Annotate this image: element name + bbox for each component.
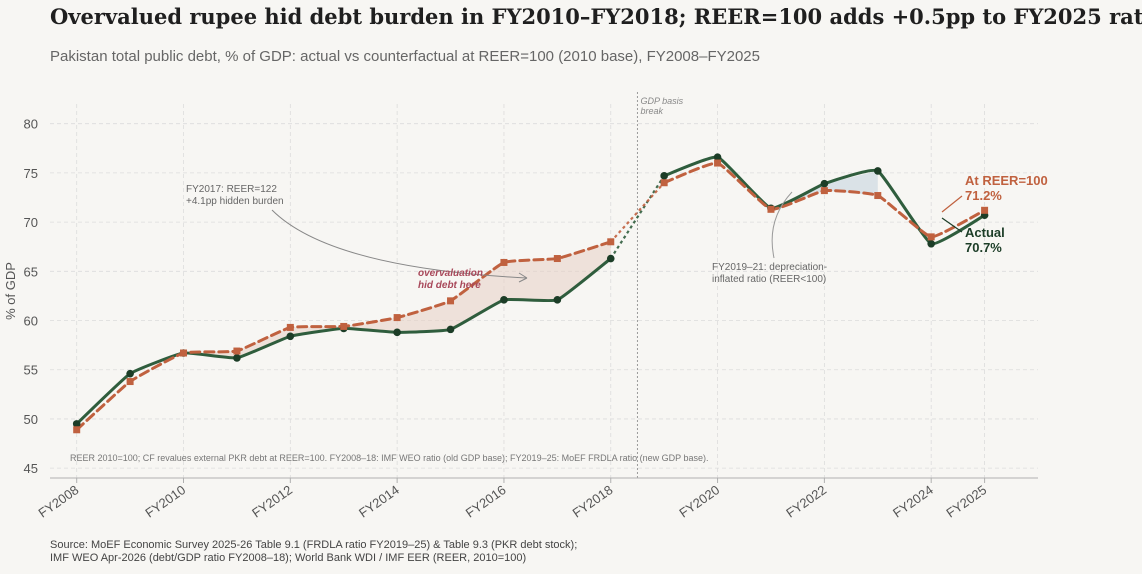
end-label-actual-name: Actual (965, 225, 1005, 240)
source-line-1: Source: MoEF Economic Survey 2025-26 Tab… (50, 539, 578, 551)
counterfactual-point (714, 159, 722, 167)
counterfactual-point (767, 205, 775, 213)
basis-break-label: GDP basis (640, 96, 683, 106)
plot-footnote: REER 2010=100; CF revalues external PKR … (70, 453, 708, 463)
y-tick-label: 80 (24, 117, 38, 132)
annotation-overvaluation-line2: hid debt here (418, 280, 481, 291)
x-tick-label: FY2010 (142, 482, 188, 520)
y-tick-label: 70 (24, 215, 38, 230)
counterfactual-point (500, 258, 508, 266)
counterfactual-point (126, 378, 134, 386)
actual-point (393, 328, 401, 337)
annotation-depreciation-line2: inflated ratio (REER<100) (712, 274, 826, 285)
actual-point (873, 167, 882, 175)
x-tick-label: FY2018 (570, 482, 616, 520)
source-line-2: IMF WEO Apr-2026 (debt/GDP ratio FY2008–… (50, 552, 527, 564)
end-label-counterfactual-value: 71.2% (965, 188, 1002, 203)
actual-point (446, 325, 455, 334)
y-axis-label: % of GDP (3, 262, 18, 320)
y-tick-label: 60 (24, 314, 38, 329)
y-tick-label: 45 (24, 461, 38, 476)
counterfactual-point (233, 347, 241, 355)
end-label-actual-value: 70.7% (965, 240, 1002, 255)
actual-point (286, 332, 295, 341)
actual-point (553, 296, 562, 304)
actual-point (72, 420, 81, 428)
counterfactual-point (180, 349, 188, 357)
chart-subtitle: Pakistan total public debt, % of GDP: ac… (50, 48, 760, 65)
basis-break-label: break (640, 106, 663, 116)
y-tick-label: 55 (24, 363, 38, 378)
x-tick-label: FY2016 (463, 482, 509, 520)
counterfactual-point (660, 179, 668, 187)
annotation-fy2017-line1: FY2017: REER=122 (186, 184, 277, 195)
counterfactual-point (820, 187, 828, 195)
counterfactual-point (286, 323, 294, 331)
x-tick-label: FY2022 (783, 482, 829, 520)
actual-point (660, 172, 668, 180)
annotation-fy2017-arrow (271, 209, 528, 279)
annotation-fy2017-arrowhead (518, 272, 528, 283)
counterfactual-point (340, 322, 348, 330)
actual-point (820, 179, 829, 188)
x-tick-label: FY2014 (356, 482, 402, 520)
counterfactual-point (927, 233, 935, 241)
x-tick-label: FY2012 (249, 482, 295, 520)
gridlines (50, 104, 1038, 478)
counterfactual-point (447, 297, 455, 305)
y-tick-label: 75 (24, 166, 38, 181)
actual-point (126, 369, 134, 378)
annotation-depreciation-line1: FY2019–21: depreciation- (712, 262, 827, 273)
counterfactual-line-bridge (609, 181, 665, 243)
source-note: Source: MoEF Economic Survey 2025-26 Tab… (50, 539, 577, 565)
x-tick-label: FY2025 (943, 482, 989, 520)
x-tick-label: FY2020 (676, 482, 722, 520)
actual-point (927, 239, 935, 248)
end-label-actual-leader (941, 217, 963, 233)
actual-line-bridge (609, 175, 666, 260)
x-tick-label: FY2024 (890, 482, 936, 520)
counterfactual-point (553, 255, 561, 263)
counterfactual-point (874, 192, 882, 200)
counterfactual-point (73, 426, 81, 434)
y-tick-label: 50 (24, 412, 38, 427)
counterfactual-point (393, 314, 401, 322)
end-label-counterfactual-leader (941, 195, 963, 213)
y-tick-label: 65 (24, 264, 38, 279)
actual-point (606, 254, 615, 263)
counterfactual-point (607, 238, 615, 246)
series-markers (72, 153, 989, 434)
annotation-depreciation-arrow (771, 191, 793, 259)
end-label-counterfactual-name: At REER=100 (965, 173, 1048, 188)
actual-point (713, 153, 722, 161)
annotation-fy2017-line2: +4.1pp hidden burden (186, 196, 284, 207)
counterfactual-point (981, 206, 989, 214)
actual-point (500, 296, 508, 304)
chart-title: Overvalued rupee hid debt burden in FY20… (50, 4, 1142, 29)
actual-point (233, 354, 241, 362)
annotation-overvaluation-line1: overvaluation (418, 268, 483, 279)
x-tick-label: FY2008 (36, 482, 82, 520)
